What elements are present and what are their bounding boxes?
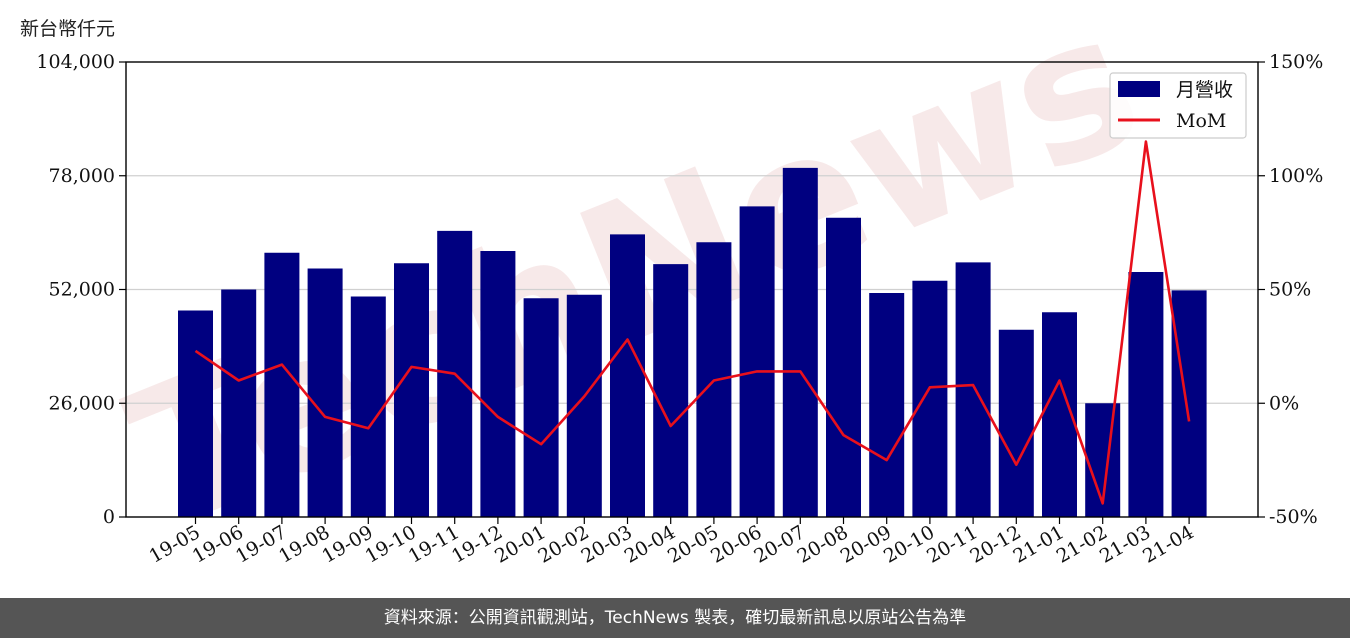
bar-21-03 (1128, 272, 1164, 517)
bar-19-12 (480, 251, 516, 517)
legend: 月營收 MoM (1109, 72, 1247, 139)
left-tick-label: 52,000 (49, 279, 115, 301)
source-footer: 資料來源：公開資訊觀測站，TechNews 製表，確切最新訊息以原站公告為準 (0, 598, 1350, 638)
bar-20-11 (955, 262, 991, 517)
bar-21-04 (1171, 290, 1207, 517)
left-tick-label: 0 (103, 506, 115, 528)
chart-svg: TechNews026,00052,00078,000104,000-50%0%… (36, 0, 1323, 570)
bar-20-08 (826, 217, 861, 517)
right-tick-label: 150% (1269, 51, 1323, 73)
legend-label-mom: MoM (1176, 110, 1226, 132)
bar-20-06 (739, 206, 775, 517)
bar-20-01 (523, 298, 559, 517)
bar-20-02 (566, 294, 602, 517)
bar-20-03 (610, 234, 645, 517)
left-tick-label: 78,000 (49, 165, 115, 187)
x-tick-label-21-04: 21-04 (1139, 521, 1197, 567)
left-tick-label: 104,000 (36, 51, 115, 73)
right-tick-label: 0% (1269, 392, 1299, 414)
left-tick-label: 26,000 (49, 392, 115, 414)
bar-19-07 (264, 252, 300, 517)
bar-20-10 (912, 280, 948, 517)
bar-19-10 (394, 263, 429, 517)
mom-line (194, 140, 1191, 505)
bar-19-08 (307, 268, 343, 517)
right-tick-label: 100% (1269, 165, 1323, 187)
right-tick-label: -50% (1269, 506, 1318, 528)
y-axis-unit-label: 新台幣仟元 (20, 18, 116, 40)
bar-20-12 (998, 329, 1034, 517)
bar-19-09 (350, 296, 386, 517)
bar-19-06 (221, 289, 257, 517)
revenue-chart: TechNews026,00052,00078,000104,000-50%0%… (36, 0, 1323, 570)
bar-20-09 (869, 293, 905, 517)
legend-swatch-bar (1118, 81, 1160, 97)
bar-19-05 (178, 310, 213, 517)
bar-20-04 (653, 264, 689, 517)
legend-label-revenue: 月營收 (1176, 79, 1233, 101)
right-tick-label: 50% (1269, 279, 1311, 301)
bar-20-07 (782, 167, 818, 517)
